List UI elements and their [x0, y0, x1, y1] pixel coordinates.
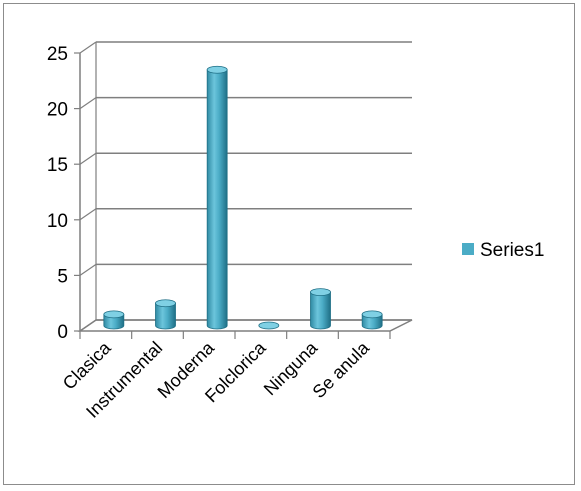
bar-top	[206, 65, 228, 74]
bar-top	[103, 310, 125, 319]
y-tick-label: 5	[57, 266, 68, 287]
bar	[155, 299, 176, 330]
y-tick-label: 15	[47, 155, 68, 176]
side-gridline	[79, 208, 97, 221]
bar-top	[361, 310, 383, 319]
bars	[103, 65, 383, 330]
bar-body	[310, 291, 331, 330]
bar	[361, 310, 383, 330]
y-tick-labels: 0 5 10 15 20 25	[47, 44, 68, 343]
bar-top	[258, 321, 280, 330]
bar-body	[361, 313, 383, 330]
side-gridline	[79, 97, 97, 110]
axes	[74, 42, 413, 339]
legend-swatch	[462, 243, 474, 255]
bar	[103, 310, 125, 330]
side-gridline	[79, 41, 97, 54]
y-tick-label: 0	[57, 322, 68, 343]
legend-label: Series1	[480, 240, 544, 261]
side-gridline	[79, 263, 97, 276]
legend: Series1	[462, 240, 544, 261]
side-gridline	[79, 152, 97, 165]
bar	[310, 288, 331, 330]
bar	[206, 65, 228, 330]
y-tick-label: 25	[47, 44, 68, 65]
x-tick-labels: ClasicaInstrumentalModernaFolcloricaNing…	[59, 337, 374, 422]
bar-body	[103, 313, 125, 330]
y-tick-label: 10	[47, 211, 68, 232]
bar-body	[206, 69, 228, 330]
y-tick-label: 20	[47, 100, 68, 121]
bar-top	[310, 288, 331, 297]
bar	[258, 321, 280, 330]
bar-top	[155, 299, 176, 308]
gridlines	[79, 41, 412, 332]
x-tick-label: Se anula	[309, 337, 374, 402]
bar-body	[155, 302, 176, 330]
chart-frame	[3, 3, 575, 485]
